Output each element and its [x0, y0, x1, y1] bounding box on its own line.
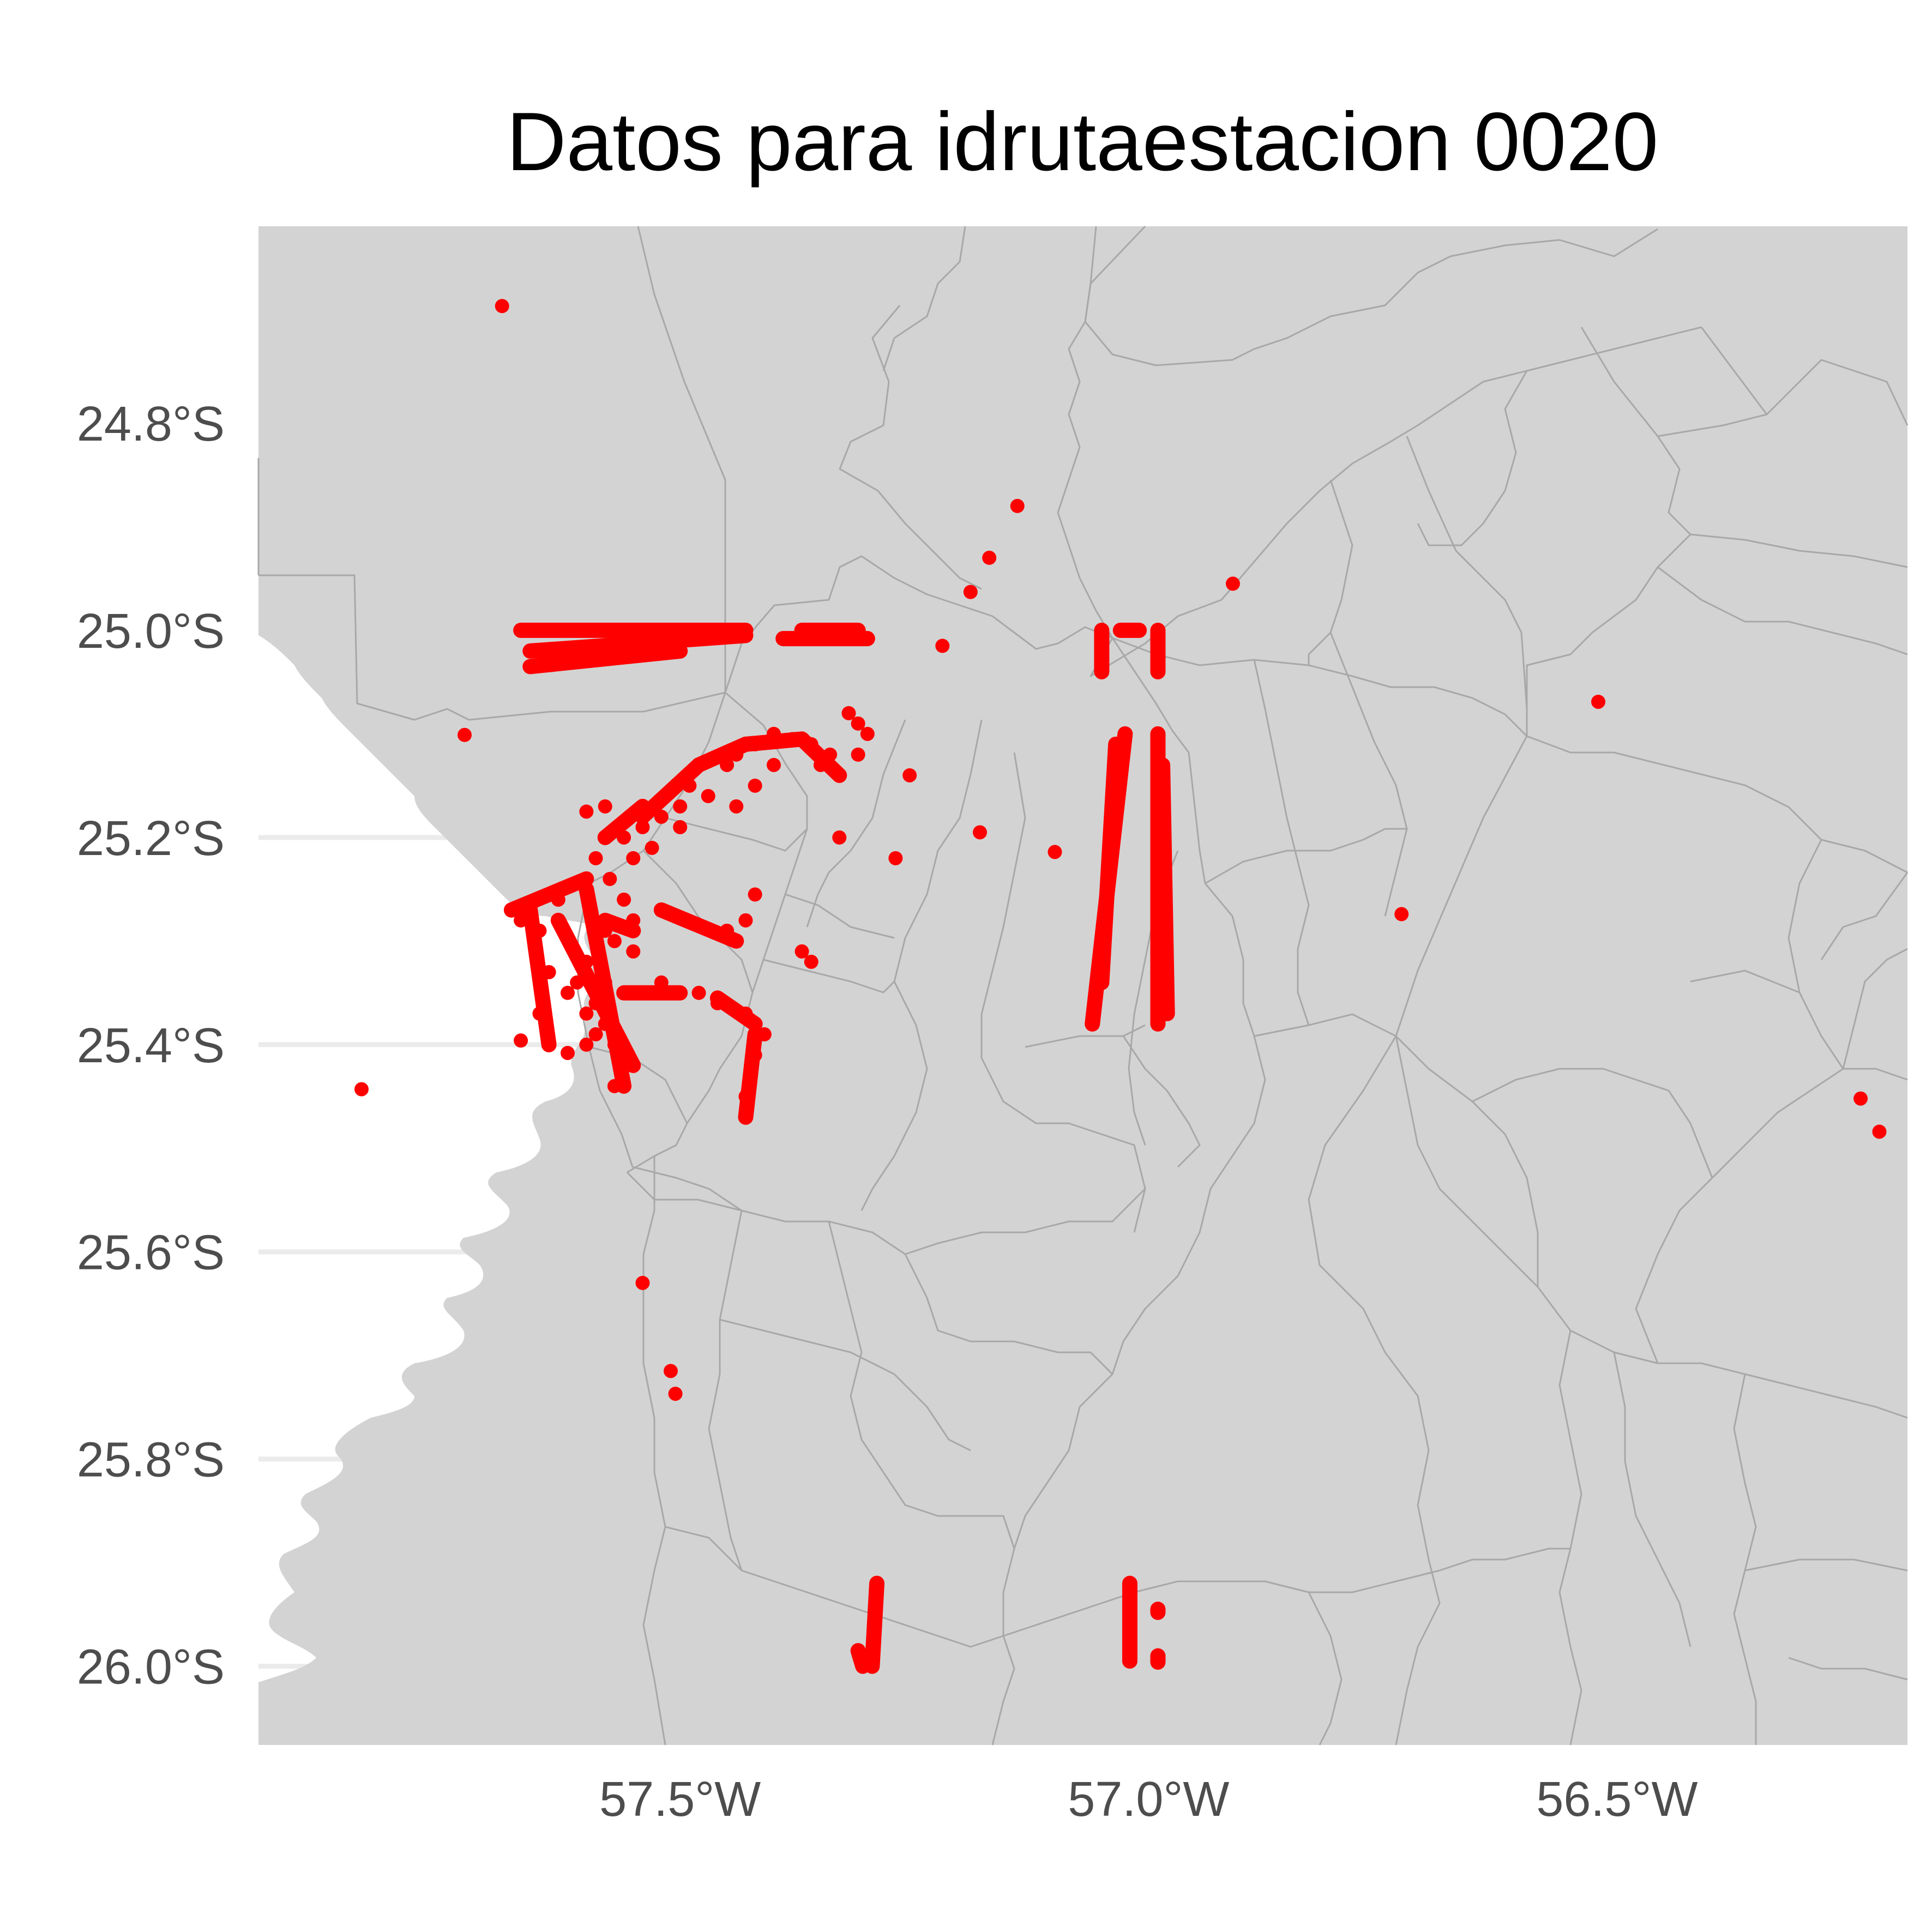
x-tick-label-2: 56.5°W [1536, 1772, 1698, 1827]
y-tick-label-1: 25.0°S [77, 604, 225, 659]
gps-point-63 [635, 820, 650, 834]
gps-point-0 [495, 299, 509, 314]
y-tick-label-0: 24.8°S [77, 397, 225, 452]
x-tick-label-0: 57.5°W [599, 1772, 761, 1827]
gps-point-89 [902, 768, 917, 783]
gps-point-18 [514, 1033, 528, 1048]
gps-track-23 [691, 736, 754, 773]
gps-track-26 [653, 902, 744, 949]
gps-point-41 [795, 944, 809, 959]
y-axis: 24.8°S 25.0°S 25.2°S 25.4°S 25.6°S 25.8°S 26.0… [77, 397, 225, 1695]
gps-track-13 [850, 1643, 871, 1674]
gps-point-1 [458, 727, 472, 742]
gps-point-7 [1225, 576, 1240, 591]
gps-point-13 [1853, 1091, 1868, 1106]
gps-point-39 [738, 913, 753, 928]
gps-point-44 [626, 944, 641, 959]
gps-track-24 [738, 731, 810, 752]
gps-point-19 [561, 1045, 575, 1060]
gps-point-8 [1591, 694, 1605, 709]
y-tick-label-4: 25.6°S [77, 1226, 225, 1280]
gps-point-5 [963, 585, 978, 599]
gps-point-16 [664, 1364, 678, 1379]
gps-point-86 [626, 851, 641, 865]
gps-track-2 [522, 643, 688, 675]
gps-point-81 [767, 757, 781, 772]
gps-point-2 [354, 1082, 369, 1097]
gps-point-31 [691, 985, 706, 1000]
gps-point-84 [673, 820, 688, 834]
gps-track-11 [1155, 757, 1175, 1021]
gps-point-12 [1048, 845, 1062, 859]
y-tick-label-6: 26.0°S [77, 1640, 225, 1695]
y-tick-label-2: 25.2°S [77, 811, 225, 866]
gps-point-49 [561, 985, 575, 1000]
gps-point-57 [617, 892, 631, 907]
gps-point-6 [935, 639, 950, 653]
gps-point-40 [748, 887, 762, 902]
gps-track-29 [709, 990, 763, 1032]
gps-point-11 [973, 825, 987, 840]
gps-track-30 [738, 1026, 763, 1125]
gps-track-22 [635, 757, 707, 824]
gps-point-60 [588, 851, 603, 865]
gps-point-15 [635, 1275, 650, 1290]
gps-point-85 [645, 840, 659, 855]
gps-point-9 [1394, 907, 1409, 922]
gps-track-27 [597, 912, 641, 938]
gps-point-83 [729, 799, 744, 814]
gps-point-20 [579, 1037, 594, 1052]
gps-point-14 [1872, 1124, 1887, 1139]
gps-point-10 [888, 851, 903, 865]
y-tick-label-3: 25.4°S [77, 1019, 225, 1073]
gps-point-43 [607, 934, 622, 948]
gps-point-90 [832, 830, 847, 845]
gps-point-67 [701, 789, 715, 803]
gps-track-25 [794, 731, 847, 783]
gps-point-3 [1010, 498, 1025, 513]
gps-point-76 [851, 747, 865, 762]
x-axis: 57.5°W 57.0°W 56.5°W [599, 1772, 1698, 1827]
map-title: Datos para idrutaestacion 0020 [507, 95, 1659, 188]
gps-point-82 [748, 778, 762, 793]
gps-track-21 [597, 798, 651, 845]
gps-track-9 [1094, 736, 1124, 990]
gps-point-77 [860, 726, 875, 741]
y-tick-label-5: 25.8°S [77, 1433, 225, 1488]
gps-point-4 [982, 550, 997, 565]
gps-point-42 [804, 954, 818, 969]
tracks-layer [503, 622, 1175, 1674]
gps-point-79 [851, 716, 865, 731]
gps-point-78 [841, 706, 856, 720]
gps-track-1 [522, 628, 754, 659]
gps-point-88 [598, 799, 612, 814]
gps-point-50 [579, 1006, 594, 1021]
gps-point-65 [673, 799, 688, 814]
x-tick-label-1: 57.0°W [1068, 1772, 1229, 1827]
gps-track-17 [503, 871, 594, 918]
gps-point-87 [579, 804, 594, 819]
gps-point-58 [603, 871, 617, 886]
gps-track-18 [522, 902, 557, 1052]
gps-point-64 [654, 809, 669, 824]
gps-point-22 [588, 1027, 603, 1042]
gps-point-17 [668, 1386, 683, 1401]
gps-track-20 [579, 881, 632, 1094]
gps-track-12 [864, 1575, 884, 1674]
